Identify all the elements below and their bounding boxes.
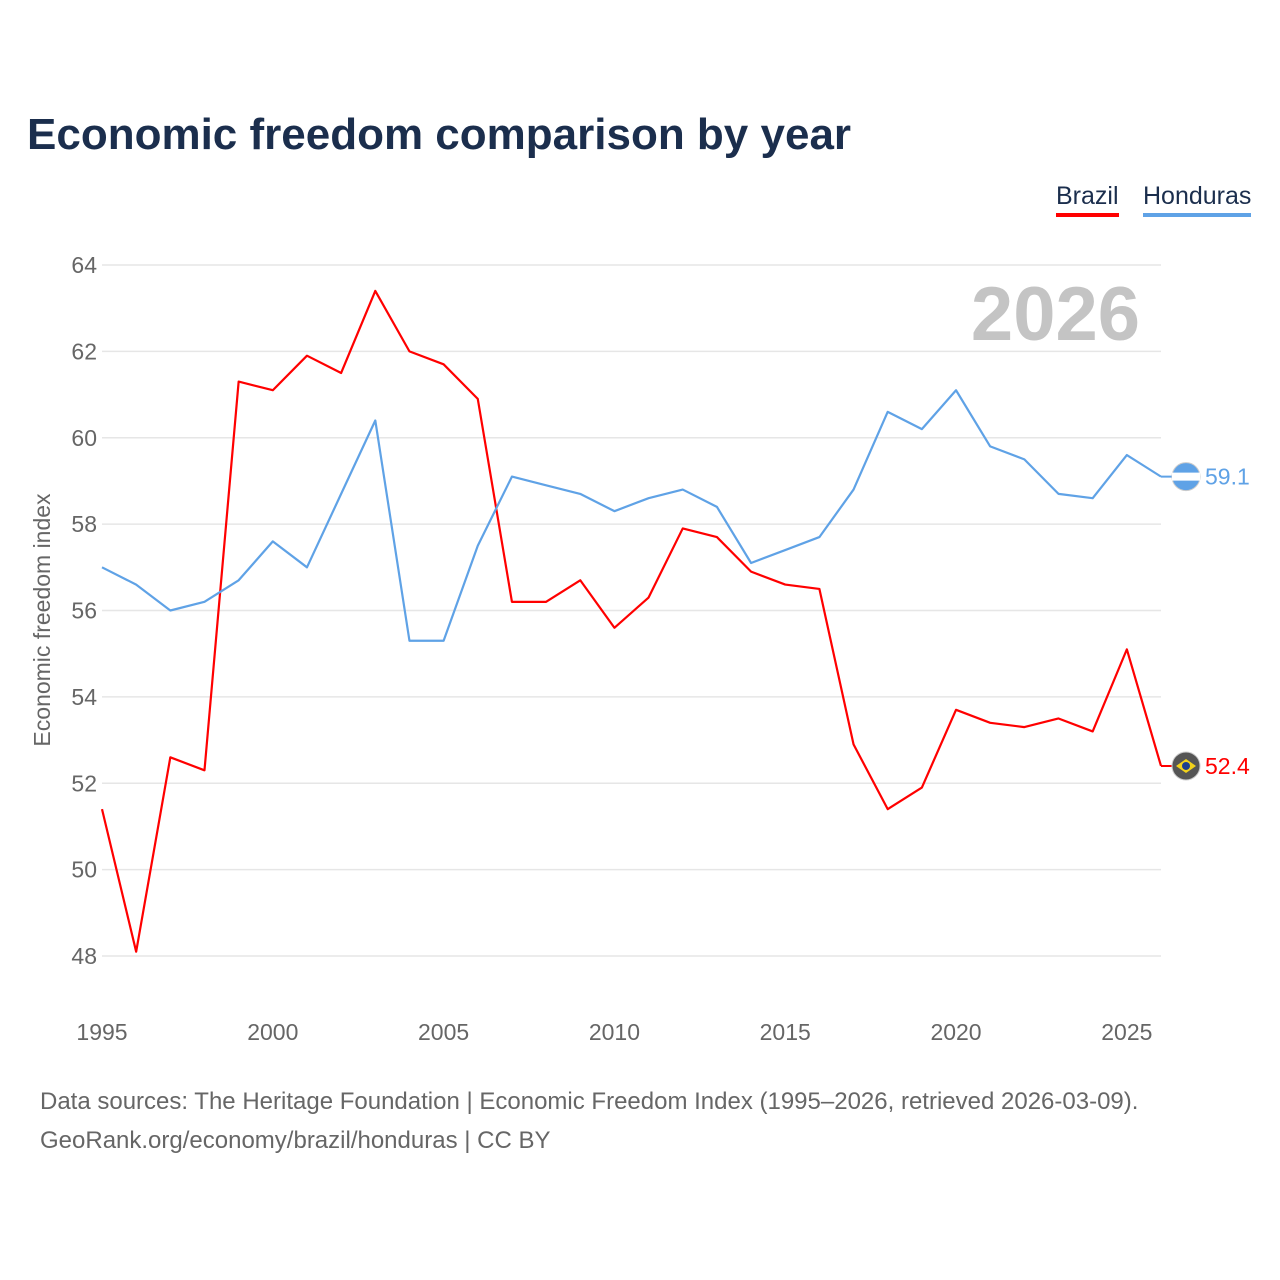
flag-stripe bbox=[1172, 472, 1200, 481]
series-line-brazil bbox=[100, 289, 1163, 953]
y-tick-label: 58 bbox=[71, 511, 97, 537]
y-tick-label: 60 bbox=[71, 425, 97, 451]
y-tick-label: 64 bbox=[71, 252, 97, 278]
y-tick-label: 52 bbox=[71, 770, 97, 796]
chart-title: Economic freedom comparison by year bbox=[27, 110, 852, 159]
legend-honduras[interactable]: Honduras bbox=[1143, 182, 1252, 217]
x-tick-label: 2015 bbox=[760, 1019, 811, 1045]
legend-brazil[interactable]: Brazil bbox=[1056, 182, 1119, 217]
flag-globe bbox=[1182, 761, 1190, 770]
x-tick-label: 2005 bbox=[418, 1019, 469, 1045]
x-tick-label: 2020 bbox=[930, 1019, 981, 1045]
y-axis-label: Economic freedom index bbox=[29, 493, 55, 747]
y-tick-label: 54 bbox=[71, 684, 97, 710]
x-tick-label: 1995 bbox=[76, 1019, 127, 1045]
y-tick-label: 56 bbox=[71, 598, 97, 624]
x-tick-label: 2000 bbox=[247, 1019, 298, 1045]
footer-attribution: GeoRank.org/economy/brazil/honduras | CC… bbox=[40, 1127, 551, 1154]
watermark-year: 2026 bbox=[971, 272, 1140, 357]
footer-sources: Data sources: The Heritage Foundation | … bbox=[40, 1088, 1139, 1115]
x-tick-label: 2010 bbox=[589, 1019, 640, 1045]
x-tick-label: 2025 bbox=[1101, 1019, 1152, 1045]
y-tick-label: 62 bbox=[71, 338, 97, 364]
end-value-label-brazil: 52.4 bbox=[1205, 753, 1250, 779]
y-tick-label: 48 bbox=[71, 943, 97, 969]
y-tick-label: 50 bbox=[71, 857, 97, 883]
series-line-honduras bbox=[101, 389, 1162, 642]
end-value-label-honduras: 59.1 bbox=[1205, 464, 1250, 490]
